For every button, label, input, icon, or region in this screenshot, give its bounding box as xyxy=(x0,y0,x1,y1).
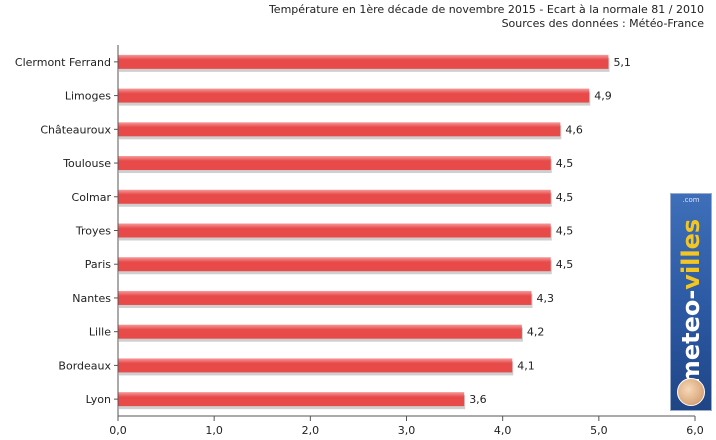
category-label: Nantes xyxy=(72,292,111,305)
x-tick-label: 2,0 xyxy=(302,424,320,437)
bar xyxy=(118,122,561,137)
category-label: Troyes xyxy=(75,225,111,238)
x-tick-label: 3,0 xyxy=(398,424,416,437)
logo-wordmark: meteo-villes xyxy=(677,219,705,385)
category-label: Clermont Ferrand xyxy=(15,56,111,69)
category-label: Bordeaux xyxy=(58,359,111,372)
bar xyxy=(118,88,590,103)
category-label: Toulouse xyxy=(62,157,111,170)
mascot-face-icon xyxy=(677,378,705,406)
value-label: 4,5 xyxy=(556,191,574,204)
value-label: 4,5 xyxy=(556,258,574,271)
bar xyxy=(118,257,551,272)
value-label: 4,6 xyxy=(565,123,583,136)
bar xyxy=(118,358,513,373)
x-tick-label: 1,0 xyxy=(205,424,223,437)
chart-title-block: Température en 1ère décade de novembre 2… xyxy=(269,3,704,31)
category-label: Limoges xyxy=(65,90,111,103)
bar xyxy=(118,324,522,339)
category-label: Châteauroux xyxy=(40,123,111,136)
value-label: 4,5 xyxy=(556,157,574,170)
bar xyxy=(118,223,551,238)
value-label: 4,1 xyxy=(517,359,535,372)
x-tick-label: 0,0 xyxy=(109,424,127,437)
value-label: 4,3 xyxy=(537,292,555,305)
category-label: Lille xyxy=(89,326,111,339)
category-label: Lyon xyxy=(86,393,111,406)
bar xyxy=(118,290,532,305)
value-label: 4,5 xyxy=(556,225,574,238)
x-tick-label: 6,0 xyxy=(686,424,704,437)
category-label: Paris xyxy=(85,258,111,271)
logo-suffix: .com xyxy=(682,196,700,204)
meteo-villes-logo[interactable]: .com meteo-villes xyxy=(670,193,712,411)
bar xyxy=(118,189,551,204)
category-label: Colmar xyxy=(72,191,112,204)
value-label: 4,9 xyxy=(594,90,612,103)
logo-text-accent: villes xyxy=(677,218,705,290)
chart-title: Température en 1ère décade de novembre 2… xyxy=(268,3,704,16)
x-tick-label: 4,0 xyxy=(494,424,512,437)
chart-source: Sources des données : Météo-France xyxy=(501,17,704,30)
value-label: 4,2 xyxy=(527,326,545,339)
x-tick-label: 5,0 xyxy=(590,424,608,437)
bar xyxy=(118,392,465,407)
value-label: 3,6 xyxy=(469,393,487,406)
value-label: 5,1 xyxy=(613,56,631,69)
bar xyxy=(118,54,609,69)
logo-text-main: meteo- xyxy=(677,289,705,386)
bar xyxy=(118,156,551,171)
